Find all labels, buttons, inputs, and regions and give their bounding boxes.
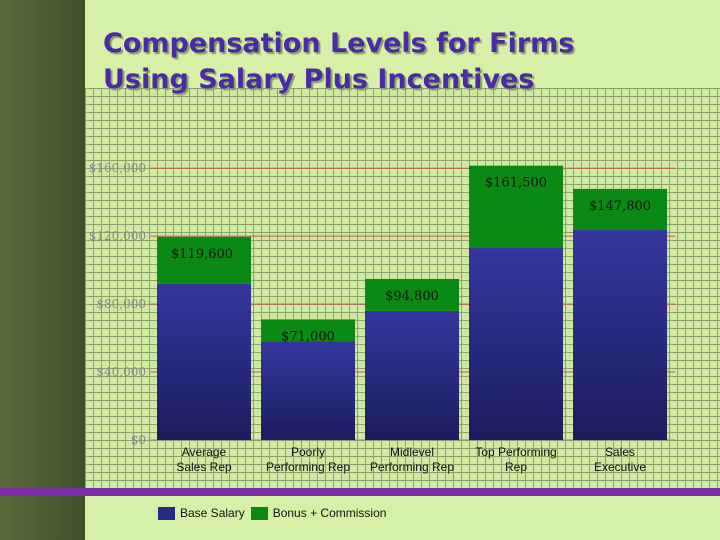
left-decor-band bbox=[0, 0, 85, 540]
title-line-1: Compensation Levels for Firms bbox=[103, 28, 575, 59]
bar-bonus-commission bbox=[573, 188, 667, 230]
legend-swatch-base-salary bbox=[158, 506, 175, 520]
y-tick-label: $160,000 bbox=[89, 161, 146, 175]
data-label-total: $94,800 bbox=[385, 289, 439, 304]
category-label: Executive bbox=[594, 460, 646, 474]
category-label: Sales Rep bbox=[176, 460, 232, 474]
data-label-total: $71,000 bbox=[281, 329, 335, 344]
data-label-total: $161,500 bbox=[485, 176, 547, 191]
data-labels: $119,600 $71,000 $94,800 $161,500 $147,800 bbox=[171, 176, 651, 345]
bar-base-salary bbox=[157, 283, 251, 440]
title-line-2: Using Salary Plus Incentives bbox=[103, 64, 535, 95]
bottom-divider bbox=[0, 488, 720, 496]
legend-item-bonus-commission: Bonus + Commission bbox=[250, 506, 387, 520]
bar-bonus-commission bbox=[261, 319, 355, 342]
bar-base-salary bbox=[261, 341, 355, 440]
category-label: Poorly bbox=[291, 445, 325, 459]
category-label: Sales bbox=[605, 445, 635, 459]
legend: Base Salary Bonus + Commission bbox=[158, 505, 392, 521]
data-label-total: $119,600 bbox=[171, 247, 233, 262]
category-label: Rep bbox=[505, 460, 527, 474]
category-label: Performing Rep bbox=[266, 460, 350, 474]
legend-label-base-salary: Base Salary bbox=[180, 506, 245, 520]
category-label: Midlevel bbox=[390, 445, 434, 459]
legend-swatch-bonus-commission bbox=[250, 506, 268, 520]
data-label-total: $147,800 bbox=[589, 199, 651, 214]
y-tick-label: $0 bbox=[131, 433, 146, 447]
bar-bonus-commission bbox=[365, 278, 459, 311]
bar-base-salary bbox=[469, 248, 563, 440]
legend-item-base-salary: Base Salary bbox=[158, 506, 245, 520]
y-tick-label: $40,000 bbox=[96, 365, 146, 379]
y-tick-label: $120,000 bbox=[89, 229, 146, 243]
bar-bonus-commission bbox=[157, 236, 251, 284]
slide-title: Compensation Levels for Firms Using Sala… bbox=[103, 26, 703, 98]
bar-bonus-commission bbox=[469, 165, 563, 249]
legend-label-bonus-commission: Bonus + Commission bbox=[272, 506, 387, 520]
category-label: Average bbox=[182, 445, 227, 459]
y-tick-label: $80,000 bbox=[96, 297, 146, 311]
bar-base-salary bbox=[573, 229, 667, 440]
category-label: Top Performing bbox=[475, 445, 556, 459]
bars bbox=[157, 165, 667, 440]
bar-base-salary bbox=[365, 310, 459, 440]
category-label: Performing Rep bbox=[370, 460, 454, 474]
y-axis-ticks: $0 $40,000 $80,000 $120,000 $160,000 bbox=[89, 161, 146, 447]
